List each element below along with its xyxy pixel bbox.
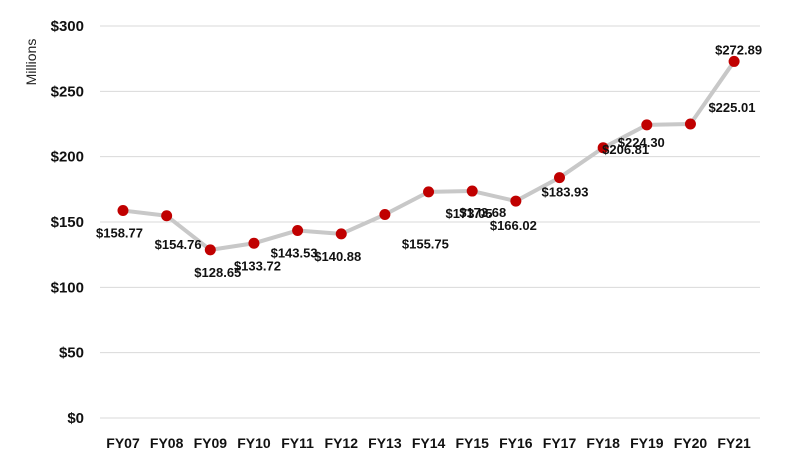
data-label: $166.02	[490, 218, 537, 233]
data-point	[117, 205, 129, 217]
data-point	[684, 118, 696, 130]
x-tick-label: FY17	[543, 435, 577, 451]
data-point	[335, 228, 347, 240]
data-point	[554, 172, 565, 184]
data-point	[248, 237, 260, 249]
y-tick-label: $250	[51, 83, 84, 100]
y-tick-label: $300	[51, 18, 84, 35]
data-point	[510, 195, 522, 207]
y-tick-label: $50	[59, 345, 84, 362]
x-tick-label: FY18	[586, 435, 620, 451]
data-labels: $158.77 $154.76 $128.65$133.72$143.53$140.…	[96, 42, 762, 279]
data-point	[641, 119, 653, 131]
y-tick-label: $150	[51, 214, 84, 231]
x-tick-label: FY10	[237, 435, 271, 451]
x-tick-label: FY13	[368, 435, 402, 451]
y-tick-label: $100	[51, 279, 84, 296]
x-tick-label: FY14	[412, 435, 446, 451]
y-axis-label: Millions	[23, 39, 39, 86]
y-axis: $0 $50 $100 $150 $200 $250 $300	[51, 18, 84, 427]
x-tick-label: FY21	[717, 435, 751, 451]
data-point	[161, 210, 173, 222]
x-tick-label: FY12	[325, 435, 359, 451]
data-point	[466, 185, 478, 197]
x-axis: FY07 FY08 FY09 FY10 FY11 FY12 FY13 FY14 FY15 FY16…	[106, 435, 751, 451]
x-tick-label: FY16	[499, 435, 533, 451]
data-label: $154.76	[155, 237, 202, 252]
y-tick-label: $0	[67, 410, 84, 427]
data-label: $272.89	[715, 42, 762, 57]
data-label: $173.05	[446, 206, 493, 221]
x-tick-label: FY11	[281, 435, 314, 451]
x-tick-label: FY15	[455, 435, 489, 451]
data-point	[423, 186, 435, 198]
x-tick-label: FY07	[106, 435, 140, 451]
gridlines	[100, 25, 760, 419]
data-point	[204, 244, 216, 256]
x-tick-label: FY20	[674, 435, 708, 451]
data-point	[597, 142, 609, 154]
data-label: $224.30	[618, 135, 665, 150]
data-point	[728, 55, 740, 67]
series-markers	[117, 55, 740, 256]
data-label: $183.93	[542, 185, 589, 200]
data-label: $158.77	[96, 226, 143, 241]
data-label: $225.01	[708, 100, 755, 115]
data-point	[379, 208, 391, 220]
data-label: $206.81	[602, 142, 649, 157]
data-label: $133.72	[234, 258, 281, 273]
data-label: $173.68	[459, 205, 506, 220]
data-label: $128.65	[194, 265, 241, 280]
x-tick-label: FY09	[194, 435, 228, 451]
data-label: $155.75	[402, 236, 449, 251]
x-tick-label: FY08	[150, 435, 184, 451]
data-label: $143.53	[271, 245, 318, 260]
data-point	[292, 224, 304, 236]
x-tick-label: FY19	[630, 435, 664, 451]
y-tick-label: $200	[51, 149, 84, 166]
data-label: $140.88	[314, 249, 361, 264]
